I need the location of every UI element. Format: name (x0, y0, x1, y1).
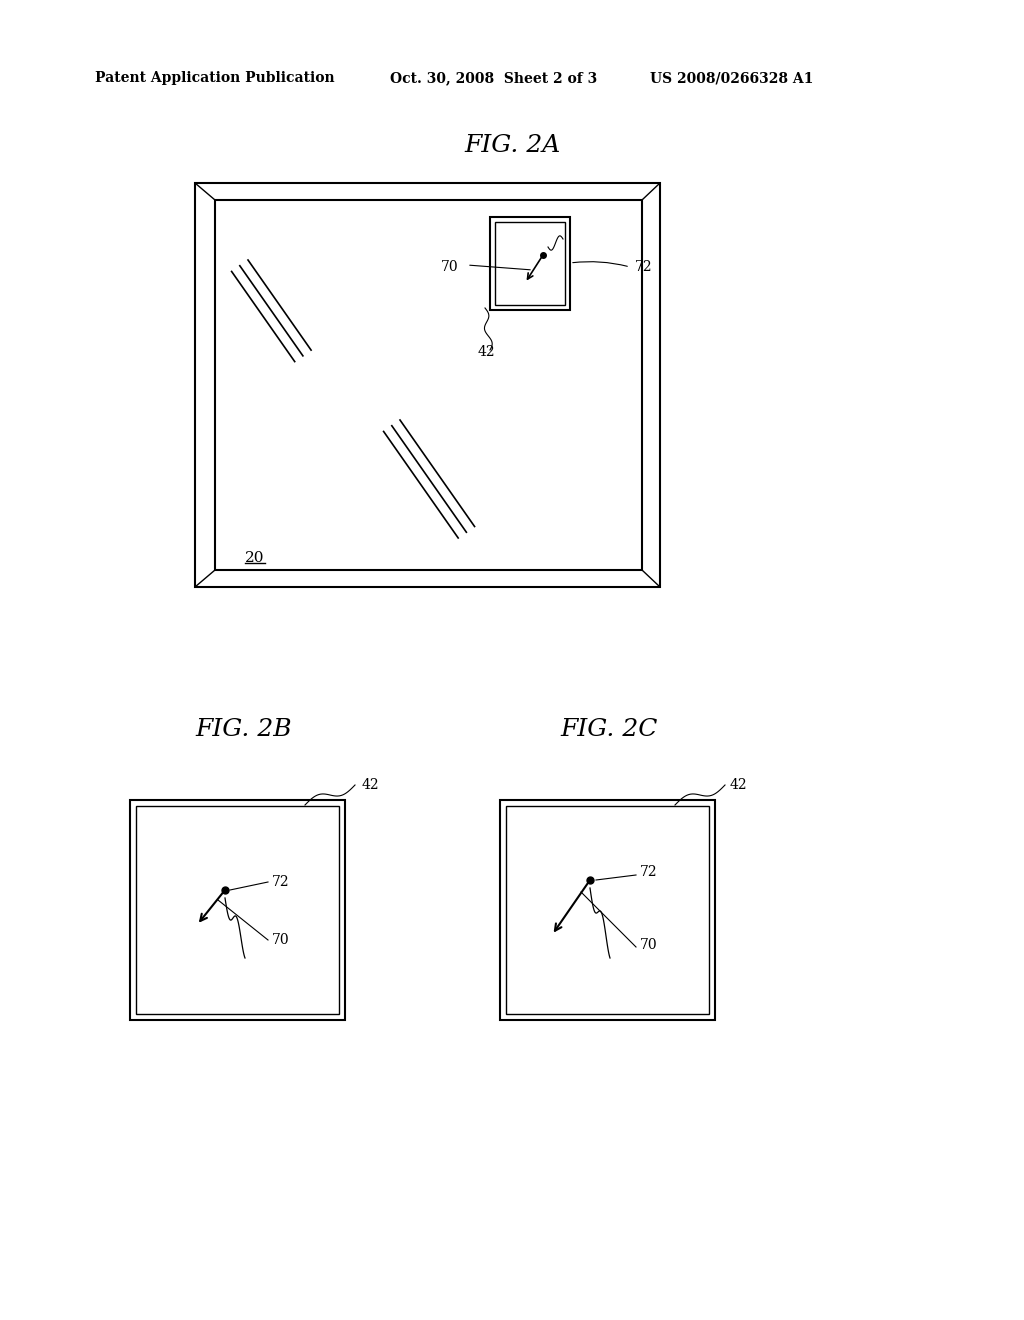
Bar (500, 800, 715, 1020)
Text: 42: 42 (478, 345, 496, 359)
Bar (195, 183, 660, 587)
Bar (490, 216, 570, 310)
Text: 70: 70 (440, 260, 458, 275)
Bar (495, 222, 565, 305)
Text: 72: 72 (640, 865, 657, 879)
Text: 20: 20 (245, 550, 264, 565)
Text: 72: 72 (272, 875, 290, 888)
Bar (136, 807, 339, 1014)
Bar (506, 807, 709, 1014)
Text: FIG. 2B: FIG. 2B (195, 718, 292, 742)
Text: FIG. 2A: FIG. 2A (464, 133, 560, 157)
Text: US 2008/0266328 A1: US 2008/0266328 A1 (650, 71, 813, 84)
Text: 70: 70 (640, 939, 657, 952)
Text: 70: 70 (272, 933, 290, 946)
Text: Oct. 30, 2008  Sheet 2 of 3: Oct. 30, 2008 Sheet 2 of 3 (390, 71, 597, 84)
Text: 72: 72 (635, 260, 652, 275)
Text: 42: 42 (730, 777, 748, 792)
Bar (215, 201, 642, 570)
Bar (130, 800, 345, 1020)
Text: Patent Application Publication: Patent Application Publication (95, 71, 335, 84)
Text: 42: 42 (362, 777, 380, 792)
Text: FIG. 2C: FIG. 2C (560, 718, 657, 742)
